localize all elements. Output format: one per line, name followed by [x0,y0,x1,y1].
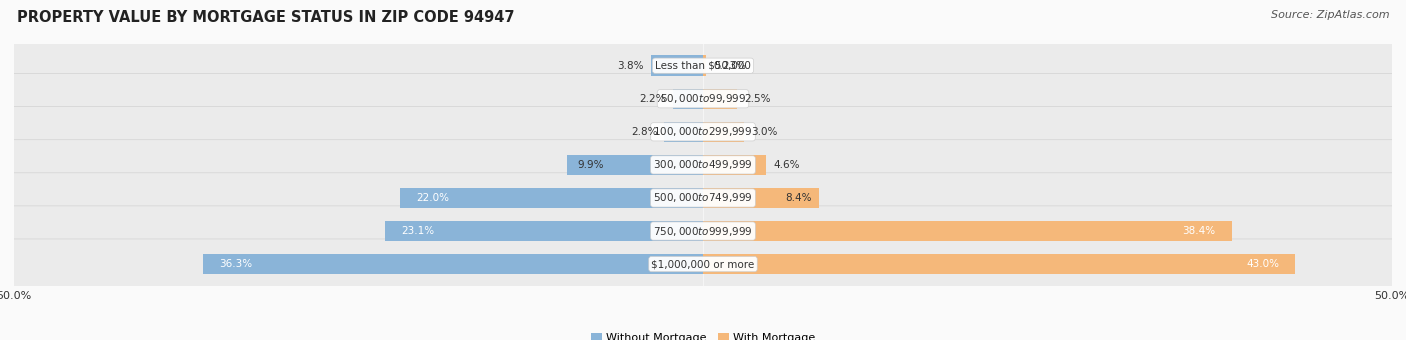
Text: $750,000 to $999,999: $750,000 to $999,999 [654,224,752,238]
Bar [651,55,703,76]
Text: Less than $50,000: Less than $50,000 [655,61,751,71]
FancyBboxPatch shape [10,140,1396,190]
FancyBboxPatch shape [10,40,1396,91]
FancyBboxPatch shape [10,107,1396,157]
Text: 3.0%: 3.0% [751,127,778,137]
Text: 3.8%: 3.8% [617,61,644,71]
Text: 23.1%: 23.1% [401,226,434,236]
FancyBboxPatch shape [10,74,1396,124]
Legend: Without Mortgage, With Mortgage: Without Mortgage, With Mortgage [586,329,820,340]
Bar [567,155,703,175]
Bar [703,155,766,175]
Text: 38.4%: 38.4% [1182,226,1216,236]
Text: $1,000,000 or more: $1,000,000 or more [651,259,755,269]
Bar [703,88,738,109]
Bar [703,188,818,208]
Text: 2.5%: 2.5% [744,94,770,104]
Bar [703,122,744,142]
Text: $500,000 to $749,999: $500,000 to $749,999 [654,191,752,204]
Bar [385,221,703,241]
Text: PROPERTY VALUE BY MORTGAGE STATUS IN ZIP CODE 94947: PROPERTY VALUE BY MORTGAGE STATUS IN ZIP… [17,10,515,25]
Text: 0.23%: 0.23% [713,61,747,71]
Text: 9.9%: 9.9% [578,160,605,170]
Bar [665,122,703,142]
Bar [202,254,703,274]
Text: 22.0%: 22.0% [416,193,450,203]
Bar [703,254,1295,274]
Text: $100,000 to $299,999: $100,000 to $299,999 [654,125,752,138]
FancyBboxPatch shape [10,173,1396,223]
Text: 2.2%: 2.2% [640,94,666,104]
Text: Source: ZipAtlas.com: Source: ZipAtlas.com [1271,10,1389,20]
FancyBboxPatch shape [10,239,1396,289]
Text: 43.0%: 43.0% [1246,259,1279,269]
Bar [703,55,706,76]
Text: 4.6%: 4.6% [773,160,800,170]
Bar [703,221,1232,241]
Text: 8.4%: 8.4% [786,193,811,203]
Text: 36.3%: 36.3% [219,259,253,269]
Bar [672,88,703,109]
Text: $300,000 to $499,999: $300,000 to $499,999 [654,158,752,171]
Bar [399,188,703,208]
FancyBboxPatch shape [10,206,1396,256]
Text: 2.8%: 2.8% [631,127,658,137]
Text: $50,000 to $99,999: $50,000 to $99,999 [659,92,747,105]
